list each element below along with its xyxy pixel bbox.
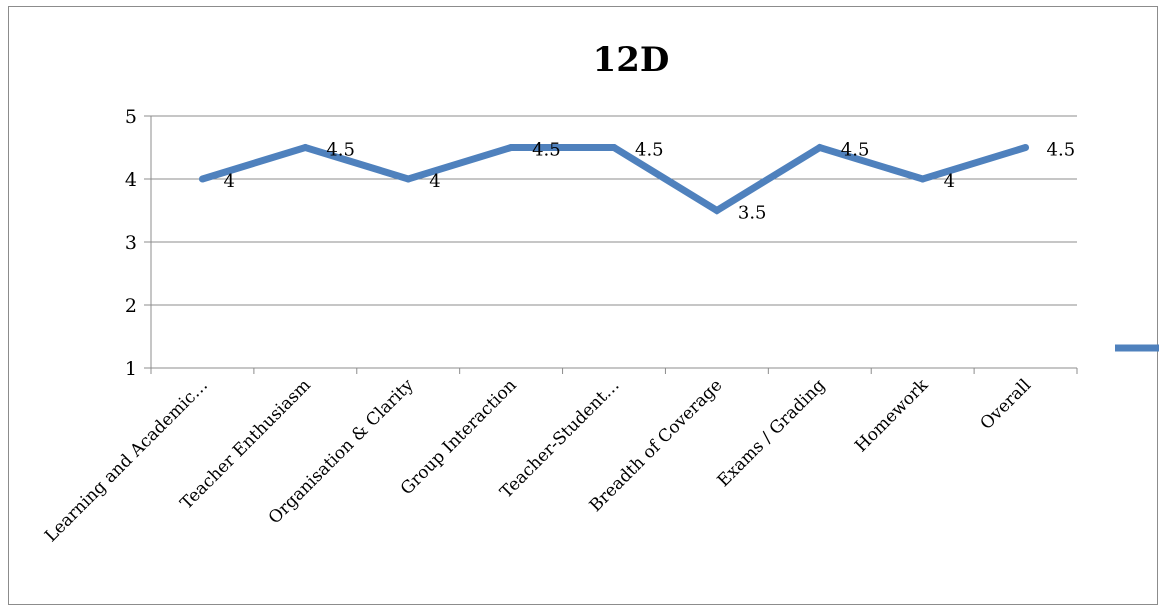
data-label: 4.5 — [1047, 140, 1076, 161]
data-point — [919, 175, 927, 183]
x-tick-label: Exams / Grading — [714, 375, 830, 491]
data-label: 4.5 — [841, 140, 870, 161]
x-tick-label: Homework — [851, 375, 932, 456]
data-point — [610, 144, 618, 151]
y-tick-label: 2 — [125, 295, 137, 317]
x-tick-label: Learning and Academic… — [41, 375, 212, 546]
data-label: 4.5 — [635, 140, 664, 161]
chart-title: 12D — [593, 40, 670, 80]
data-point — [301, 144, 309, 151]
data-label: 4.5 — [326, 140, 355, 161]
data-point — [713, 207, 721, 214]
series-layer — [198, 143, 1030, 215]
data-labels: 4 4.5 4 4.5 4.5 3.5 4.5 4 4.5 — [223, 140, 1075, 224]
data-label: 4.5 — [532, 140, 561, 161]
data-point — [507, 144, 515, 151]
data-point — [816, 144, 824, 151]
x-axis-ticks: Learning and Academic…Teacher Enthusiasm… — [41, 375, 1035, 546]
data-label: 4 — [223, 171, 234, 192]
data-point — [404, 175, 412, 183]
data-label: 4 — [944, 171, 955, 192]
x-tick-label: Group Interaction — [397, 375, 521, 499]
y-tick-label: 5 — [125, 106, 137, 128]
y-tick-label: 1 — [125, 358, 137, 380]
data-point — [198, 175, 206, 183]
data-label: 4 — [429, 171, 440, 192]
data-point — [1022, 144, 1030, 151]
y-tick-label: 3 — [125, 232, 137, 254]
y-tick-label: 4 — [125, 169, 137, 191]
x-tick-label: Overall — [977, 375, 1036, 434]
y-axis-ticks: 1 2 3 4 5 — [125, 106, 137, 380]
data-label: 3.5 — [738, 203, 767, 224]
